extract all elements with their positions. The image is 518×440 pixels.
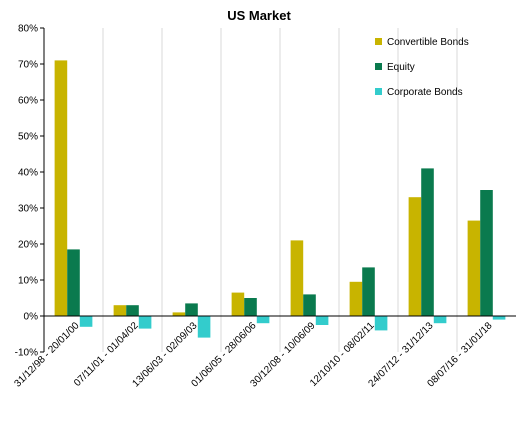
x-category-label: 13/06/03 - 02/09/03 <box>131 320 200 389</box>
bar-equity-2 <box>185 303 198 316</box>
x-category-label: 08/07/16 - 31/01/18 <box>426 320 495 389</box>
bar-equity-0 <box>67 249 80 316</box>
bar-convertible-bonds-3 <box>231 292 245 316</box>
bar-convertible-bonds-4 <box>290 240 304 316</box>
bar-convertible-bonds-1 <box>113 305 127 316</box>
y-tick-label: -10% <box>15 348 38 359</box>
bars-layer <box>54 60 506 338</box>
legend: Convertible Bonds Equity Corporate Bonds <box>375 37 469 98</box>
bar-corporate-bonds-5 <box>374 316 388 331</box>
bar-equity-1 <box>126 305 139 316</box>
legend-label: Convertible Bonds <box>387 37 469 48</box>
bar-convertible-bonds-7 <box>467 220 481 316</box>
grid-layer <box>102 28 458 352</box>
x-category-label: 12/10/10 - 08/02/11 <box>308 320 377 389</box>
bar-equity-4 <box>303 294 316 316</box>
x-category-label: 30/12/08 - 10/06/09 <box>249 320 318 389</box>
bar-equity-3 <box>244 298 257 316</box>
y-tick-label: 20% <box>18 240 38 251</box>
bar-corporate-bonds-2 <box>197 316 211 338</box>
bar-corporate-bonds-6 <box>433 316 447 324</box>
y-tick-label: 60% <box>18 96 38 107</box>
legend-label: Corporate Bonds <box>387 87 463 98</box>
bar-equity-5 <box>362 267 375 316</box>
legend-swatch <box>375 88 382 95</box>
axis-layer <box>40 27 516 353</box>
bar-corporate-bonds-3 <box>256 316 270 324</box>
bar-convertible-bonds-5 <box>349 281 363 316</box>
y-tick-label: 40% <box>18 168 38 179</box>
bar-corporate-bonds-0 <box>79 316 93 327</box>
bar-convertible-bonds-6 <box>408 197 422 316</box>
legend-swatch <box>375 38 382 45</box>
bar-corporate-bonds-1 <box>138 316 152 329</box>
y-tick-label: 10% <box>18 276 38 287</box>
y-tick-label: 50% <box>18 132 38 143</box>
x-category-label: 24/07/12 - 31/12/13 <box>367 320 436 389</box>
y-tick-label: 80% <box>18 24 38 35</box>
chart-title: US Market <box>227 8 291 23</box>
y-tick-label: 30% <box>18 204 38 215</box>
y-tick-label: 0% <box>24 312 39 323</box>
bar-equity-7 <box>480 190 493 316</box>
y-tick-label: 70% <box>18 60 38 71</box>
bar-corporate-bonds-4 <box>315 316 329 325</box>
bar-corporate-bonds-7 <box>492 316 506 320</box>
legend-swatch <box>375 63 382 70</box>
x-category-label: 07/11/01 - 01/04/02 <box>72 320 141 389</box>
y-tick-labels: -10% 0% 10% 20% 30% 40% 50% 60% 70% 80% <box>15 24 38 359</box>
bar-equity-6 <box>421 168 434 316</box>
bar-convertible-bonds-2 <box>172 312 186 316</box>
legend-label: Equity <box>387 62 415 73</box>
bar-convertible-bonds-0 <box>54 60 68 317</box>
